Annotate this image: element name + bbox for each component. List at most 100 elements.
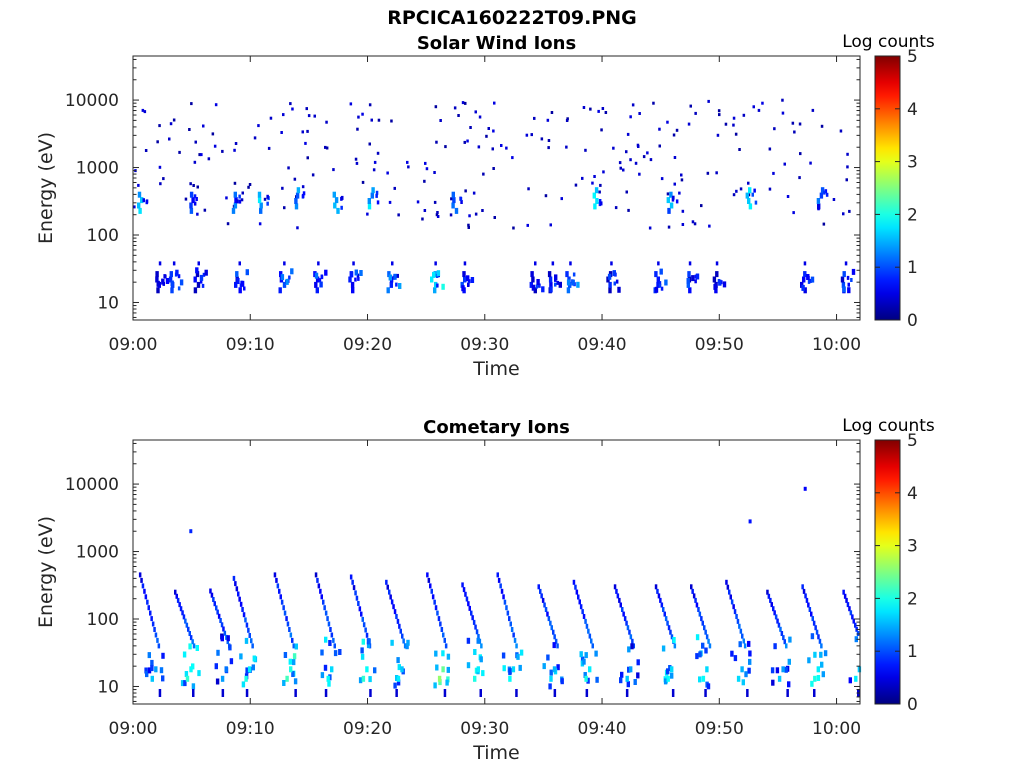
heatmap-cell [842, 271, 846, 278]
heatmap-cell [659, 597, 662, 603]
x-tick-label: 09:10 [226, 335, 275, 355]
heatmap-cell [320, 274, 324, 279]
heatmap-cell [360, 647, 364, 654]
heatmap-cell [376, 151, 380, 155]
heatmap-cell [358, 677, 363, 684]
heatmap-cell [295, 192, 300, 199]
heatmap-cell [329, 627, 332, 632]
heatmap-cell [239, 653, 243, 660]
heatmap-cell [742, 113, 746, 117]
heatmap-cell [660, 286, 664, 291]
heatmap-cell [461, 285, 465, 292]
heatmap-cell [207, 157, 211, 161]
heatmap-cell [530, 271, 534, 278]
heatmap-cell [192, 184, 195, 187]
heatmap-cell [657, 593, 661, 599]
heatmap-cell [373, 667, 377, 674]
heatmap-cell [785, 643, 788, 649]
heatmap-cell [581, 176, 584, 180]
heatmap-cell [193, 201, 197, 206]
heatmap-cell [168, 276, 173, 283]
heatmap-cell [813, 689, 816, 697]
heatmap-cell [349, 271, 354, 278]
heatmap-cell [386, 287, 390, 294]
heatmap-cell [401, 633, 404, 639]
heatmap-cell [546, 611, 549, 617]
heatmap-cell [811, 616, 814, 622]
heatmap-cell [326, 616, 329, 622]
heatmap-cell [810, 276, 815, 283]
heatmap-cell [771, 679, 775, 686]
colorbar-tick-label: 5 [907, 431, 918, 451]
heatmap-cell [607, 273, 612, 280]
heatmap-cell [283, 652, 288, 658]
heatmap-cell [615, 279, 619, 284]
heatmap-cell [266, 194, 269, 199]
heatmap-cell [195, 267, 199, 274]
heatmap-cell [666, 192, 670, 196]
heatmap-cell [654, 271, 658, 278]
heatmap-cell [661, 645, 666, 652]
heatmap-cell [717, 109, 721, 113]
heatmap-cell [716, 133, 720, 137]
heatmap-cell [478, 115, 482, 119]
heatmap-cell [280, 274, 285, 281]
heatmap-cell [257, 124, 260, 128]
heatmap-cell [734, 132, 738, 136]
heatmap-cell [375, 190, 379, 195]
heatmap-cell [238, 199, 242, 204]
heatmap-cell [257, 191, 262, 198]
heatmap-cell [406, 160, 409, 164]
heatmap-cell [646, 151, 649, 155]
heatmap-cell [738, 148, 741, 151]
heatmap-cell [625, 689, 629, 697]
heatmap-cell [623, 616, 627, 622]
heatmap-cell [301, 130, 304, 134]
heatmap-cell [432, 271, 436, 278]
heatmap-cell [582, 106, 586, 109]
heatmap-cell [701, 675, 706, 682]
heatmap-cell [169, 122, 173, 126]
heatmap-cell [784, 666, 788, 673]
heatmap-cell [816, 198, 821, 204]
heatmap-cell [817, 634, 820, 640]
heatmap-cell [530, 133, 533, 137]
heatmap-cell [492, 167, 495, 170]
heatmap-cell [241, 191, 244, 195]
heatmap-cell [527, 187, 530, 191]
heatmap-cell [406, 639, 410, 646]
heatmap-cell [178, 602, 181, 608]
heatmap-cell [212, 597, 215, 602]
heatmap-cell [807, 279, 811, 284]
heatmap-cell [544, 194, 548, 198]
heatmap-cell [584, 148, 587, 152]
heatmap-cell [578, 599, 581, 605]
heatmap-cell [610, 261, 613, 266]
heatmap-cell [340, 205, 343, 210]
heatmap-cell [438, 679, 442, 686]
heatmap-cell [434, 650, 438, 657]
heatmap-cell [546, 118, 550, 122]
heatmap-cell [598, 199, 602, 203]
heatmap-cell [233, 191, 237, 198]
heatmap-cell [395, 614, 398, 619]
heatmap-cell [671, 197, 675, 202]
heatmap-cell [288, 627, 291, 632]
heatmap-cell [768, 187, 772, 191]
heatmap-cell [748, 658, 752, 665]
heatmap-cell [619, 166, 622, 170]
heatmap-cell [847, 282, 850, 287]
heatmap-cell [629, 634, 633, 640]
x-axis-label: Time [472, 742, 520, 764]
heatmap-cell [238, 596, 241, 602]
heatmap-cell [600, 128, 603, 132]
heatmap-cell [591, 181, 594, 185]
heatmap-cell [798, 176, 801, 180]
heatmap-cell [439, 621, 442, 627]
heatmap-cell [560, 678, 564, 685]
heatmap-cell [229, 658, 234, 665]
heatmap-cell [688, 261, 692, 266]
heatmap-cell [437, 616, 441, 622]
heatmap-cell [425, 167, 429, 171]
